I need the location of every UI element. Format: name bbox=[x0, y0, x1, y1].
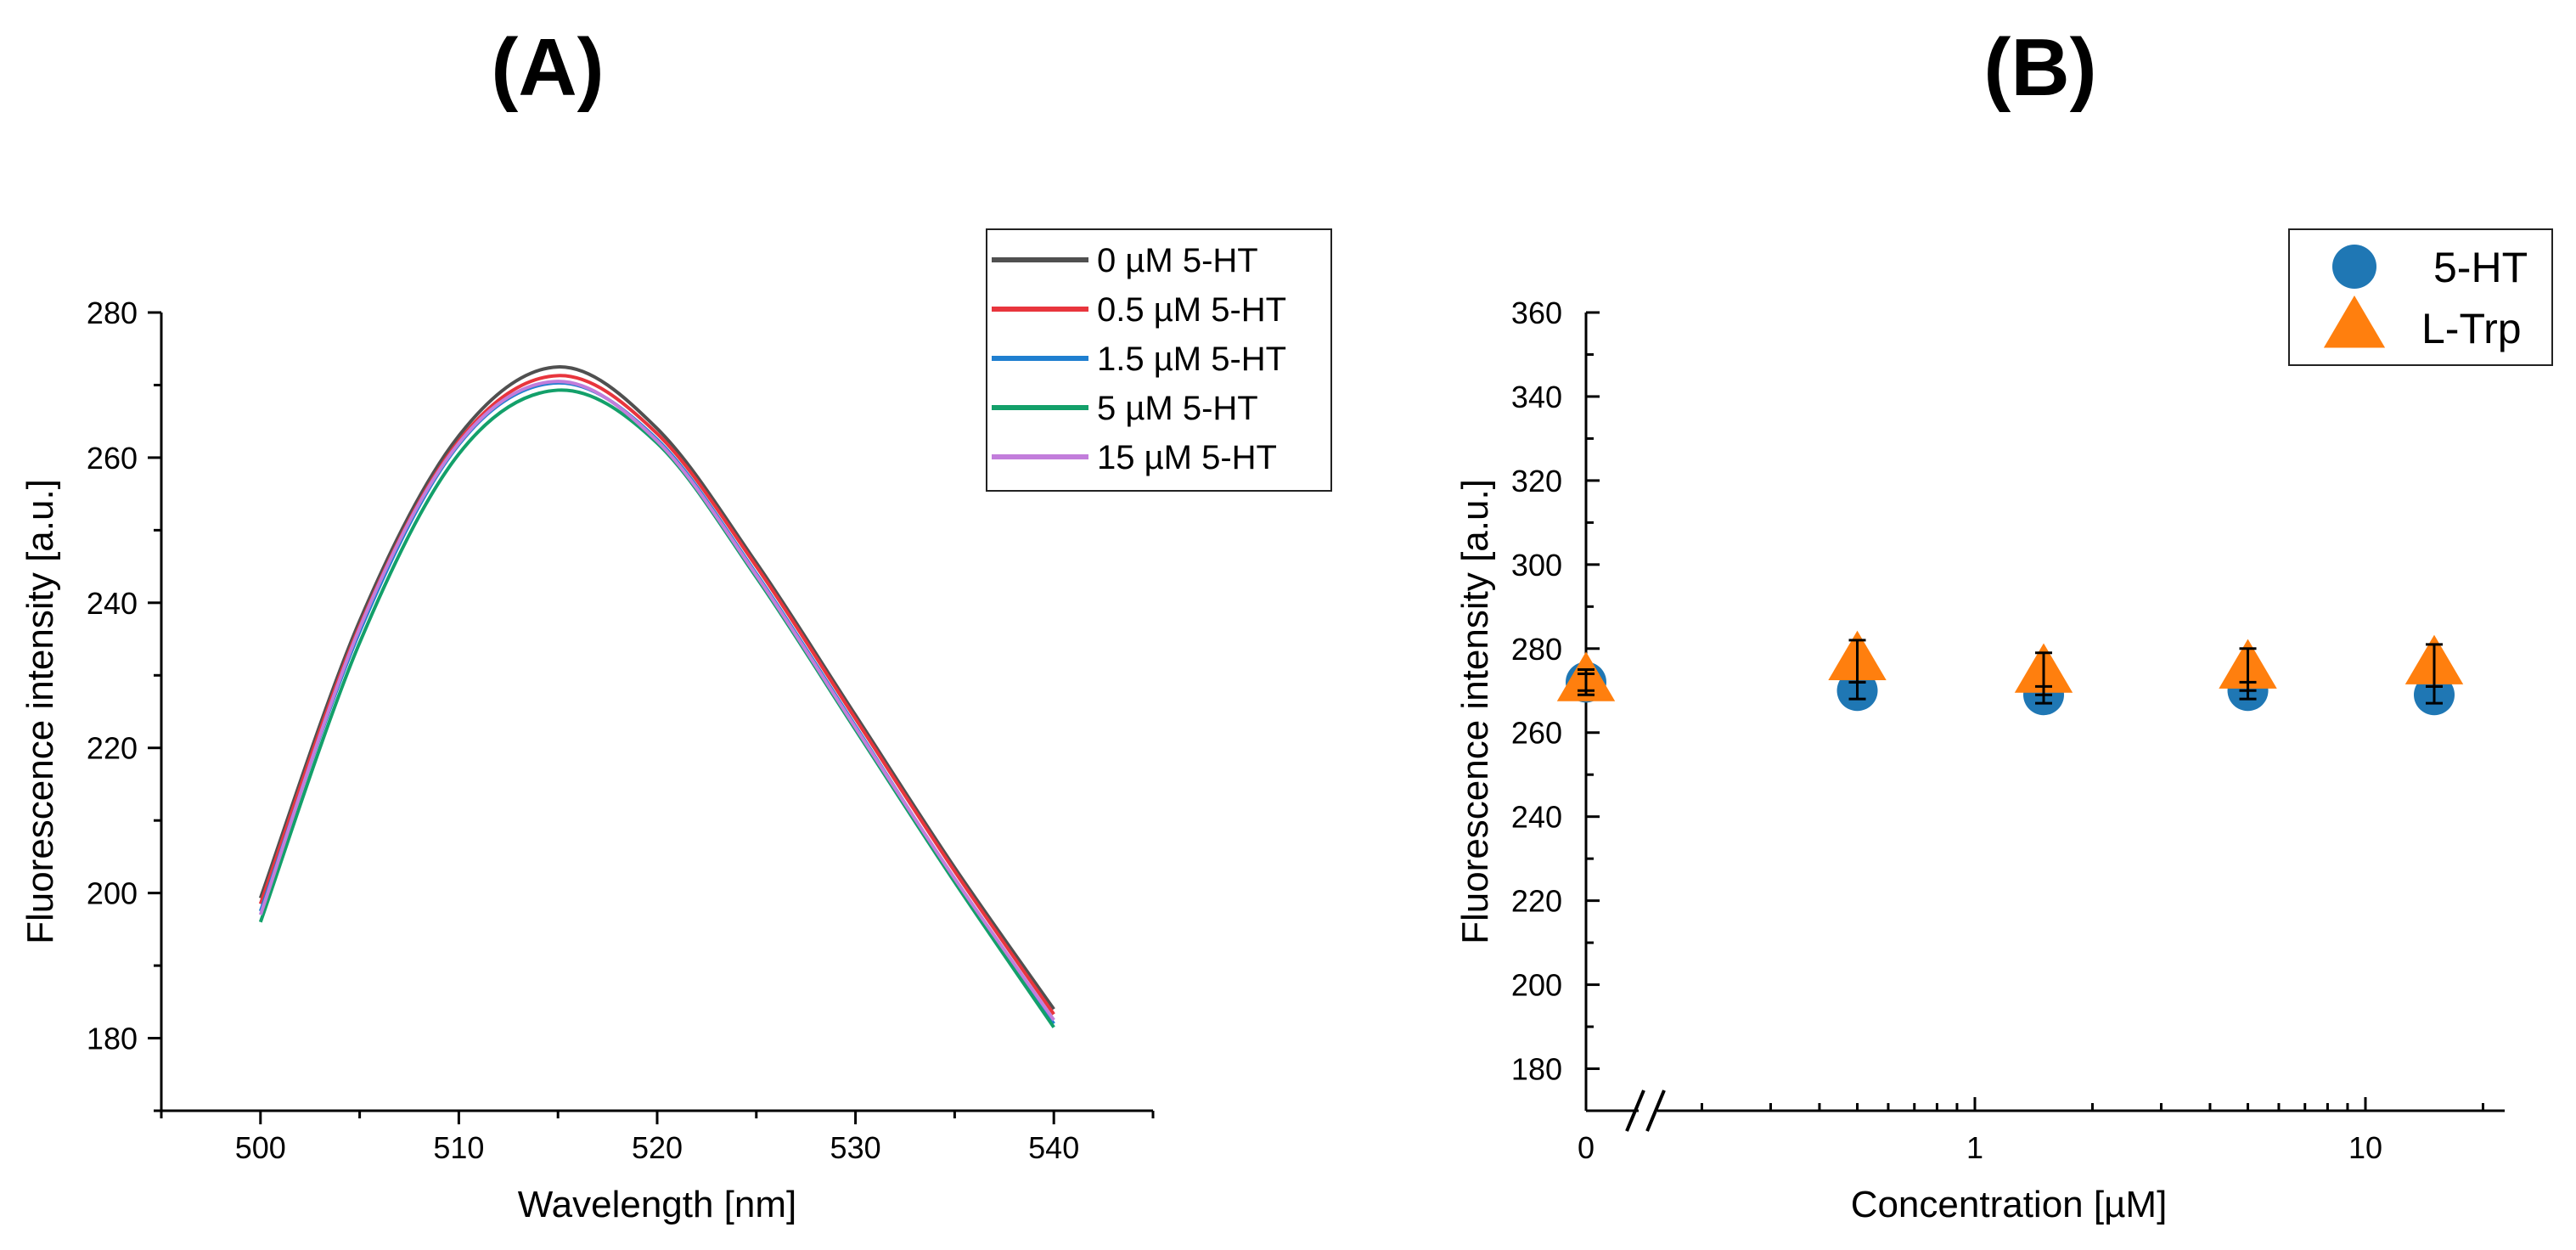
panel-b-label: (B) bbox=[1983, 22, 2096, 113]
series-line bbox=[258, 380, 1055, 1025]
y-tick-label: 220 bbox=[1511, 884, 1562, 919]
panel-b-data-points bbox=[1556, 630, 2464, 716]
x-tick-label: 540 bbox=[1028, 1130, 1079, 1165]
panel-b-y-axis-label: Fluorescence intensity [a.u.] bbox=[1454, 479, 1496, 944]
legend-label: 1.5 µM 5-HT bbox=[1097, 341, 1286, 378]
legend-circle-marker bbox=[2332, 245, 2376, 289]
legend-label: 0.5 µM 5-HT bbox=[1097, 291, 1286, 329]
legend-triangle-marker bbox=[2323, 296, 2386, 348]
legend-label: L-Trp bbox=[2421, 305, 2522, 352]
y-tick-label: 220 bbox=[87, 731, 138, 766]
panel-a: (A) 500 510 520 530 540 180 200 220 240 260 280 W… bbox=[20, 22, 1332, 1225]
panel-a-y-ticks: 180 200 220 240 260 280 bbox=[87, 296, 161, 1112]
y-tick-label: 340 bbox=[1511, 380, 1562, 414]
x-tick-label: 10 bbox=[2348, 1130, 2382, 1165]
panel-b: (B) 0 1 10 180200220240260280300320340360 … bbox=[1454, 22, 2553, 1225]
panel-b-x-axis-label: Concentration [µM] bbox=[1851, 1184, 2168, 1225]
panel-a-x-ticks: 500 510 520 530 540 bbox=[160, 1111, 1155, 1165]
y-tick-label: 260 bbox=[1511, 716, 1562, 751]
series-line bbox=[258, 388, 1055, 1028]
y-tick-label: 320 bbox=[1511, 464, 1562, 498]
panel-b-legend: 5-HT L-Trp bbox=[2288, 228, 2553, 366]
panel-b-x-ticks: 0 1 10 bbox=[1578, 1097, 2484, 1165]
y-tick-label: 180 bbox=[1511, 1052, 1562, 1087]
panel-a-x-axis-label: Wavelength [nm] bbox=[518, 1184, 797, 1225]
y-tick-label: 280 bbox=[1511, 632, 1562, 667]
legend-label: 15 µM 5-HT bbox=[1097, 439, 1277, 476]
panel-b-y-ticks: 180 200 220 240 260 280 300 320 340 360 bbox=[1511, 296, 1600, 1112]
x-tick-label: 530 bbox=[830, 1130, 881, 1165]
series-line bbox=[258, 374, 1055, 1016]
legend-label: 5-HT bbox=[2433, 244, 2528, 291]
panel-a-series-lines bbox=[258, 365, 1055, 1028]
y-tick-label: 180 bbox=[87, 1022, 138, 1056]
series-line bbox=[258, 365, 1055, 1011]
x-tick-label: 500 bbox=[235, 1130, 286, 1165]
y-tick-label: 200 bbox=[87, 876, 138, 911]
y-tick-label: 200 bbox=[1511, 968, 1562, 1003]
y-tick-label: 300 bbox=[1511, 548, 1562, 583]
legend-label: 0 µM 5-HT bbox=[1097, 242, 1258, 279]
panel-a-legend: 0 µM 5-HT 0.5 µM 5-HT 1.5 µM 5-HT 5 µM 5-HT… bbox=[986, 228, 1332, 492]
panel-a-y-axis-label: Fluorescence intensity [a.u.] bbox=[20, 479, 61, 944]
axis-break-icon bbox=[1625, 1090, 1666, 1132]
x-tick-label: 0 bbox=[1578, 1130, 1595, 1165]
y-tick-label: 280 bbox=[87, 296, 138, 330]
y-tick-label: 360 bbox=[1511, 296, 1562, 330]
x-tick-label: 1 bbox=[1966, 1130, 1983, 1165]
x-tick-label: 520 bbox=[632, 1130, 683, 1165]
series-line bbox=[258, 380, 1055, 1022]
x-tick-label: 510 bbox=[433, 1130, 484, 1165]
panel-a-label: (A) bbox=[491, 22, 604, 113]
y-tick-label: 260 bbox=[87, 441, 138, 476]
y-tick-label: 240 bbox=[87, 586, 138, 621]
legend-label: 5 µM 5-HT bbox=[1097, 390, 1258, 427]
y-tick-label: 240 bbox=[1511, 800, 1562, 835]
